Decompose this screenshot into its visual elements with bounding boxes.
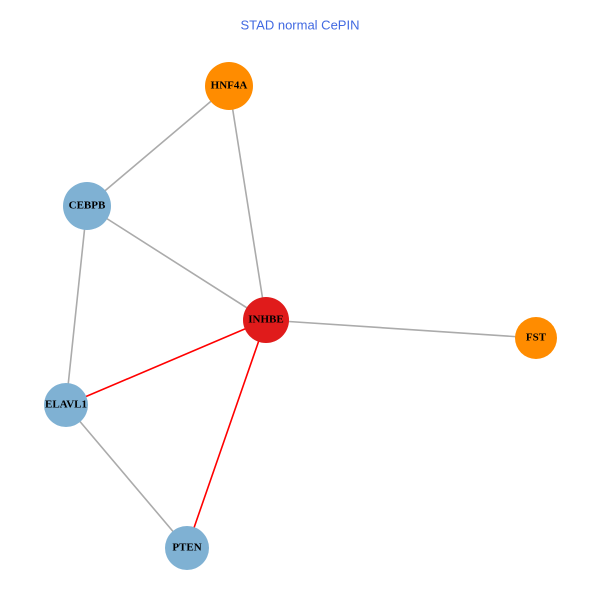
edge-cebpb-elavl1[interactable] <box>65 205 88 406</box>
node-circle-fst[interactable] <box>515 317 557 359</box>
node-elavl1[interactable]: ELAVL1 <box>44 383 88 427</box>
edge-hnf4a-inhbe[interactable] <box>228 85 267 321</box>
node-circle-elavl1[interactable] <box>44 383 88 427</box>
edge-elavl1-pten[interactable] <box>65 404 188 549</box>
node-pten[interactable]: PTEN <box>165 526 209 570</box>
node-circle-cebpb[interactable] <box>63 182 111 230</box>
node-label-fst: FST <box>526 332 547 344</box>
node-hnf4a[interactable]: HNF4A <box>205 62 253 110</box>
node-circle-inhbe[interactable] <box>243 297 289 343</box>
edge-inhbe-elavl1[interactable] <box>65 319 267 406</box>
edge-hnf4a-cebpb[interactable] <box>86 85 230 207</box>
node-label-elavl1: ELAVL1 <box>45 399 87 411</box>
node-label-pten: PTEN <box>172 542 201 554</box>
node-label-inhbe: INHBE <box>248 314 283 326</box>
edges-layer <box>65 85 537 549</box>
edge-inhbe-fst[interactable] <box>265 319 537 339</box>
edge-cebpb-inhbe[interactable] <box>86 205 267 321</box>
node-fst[interactable]: FST <box>515 317 557 359</box>
node-circle-pten[interactable] <box>165 526 209 570</box>
node-cebpb[interactable]: CEBPB <box>63 182 111 230</box>
node-inhbe[interactable]: INHBE <box>243 297 289 343</box>
nodes-layer: HNF4A CEBPB INHBE FST ELAVL1 PTEN <box>44 62 557 570</box>
edge-inhbe-pten[interactable] <box>186 319 267 549</box>
node-label-cebpb: CEBPB <box>69 200 106 212</box>
node-label-hnf4a: HNF4A <box>211 80 248 92</box>
page-title: STAD normal CePIN <box>241 17 360 32</box>
node-circle-hnf4a[interactable] <box>205 62 253 110</box>
